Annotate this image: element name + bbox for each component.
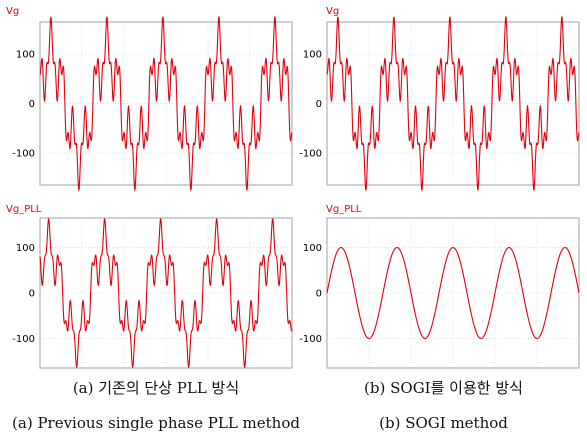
series-line bbox=[39, 15, 293, 192]
caption-a-english: (a) Previous single phase PLL method bbox=[12, 414, 300, 432]
series-line bbox=[326, 15, 580, 192]
chart-a-bottom-svg: Vg_PLL 100 0 -100 bbox=[6, 204, 293, 369]
chart-a-top: Vg 100 0 -100 bbox=[0, 0, 300, 195]
caption-b-english: (b) SOGI method bbox=[379, 414, 508, 432]
chart-b-top: Vg 100 0 -100 bbox=[290, 0, 587, 195]
chart-b-top-svg: Vg 100 0 -100 bbox=[299, 6, 580, 192]
y-tick-label: 100 bbox=[303, 243, 322, 254]
y-tick-label: -100 bbox=[299, 148, 322, 159]
series-line bbox=[39, 217, 293, 369]
caption-a-korean: (a) 기존의 단상 PLL 방식 bbox=[72, 379, 240, 397]
y-tick-label: -100 bbox=[12, 334, 35, 345]
series-name: Vg_PLL bbox=[326, 204, 362, 215]
chart-a-top-svg: Vg 100 0 -100 bbox=[6, 6, 293, 192]
y-tick-label: 0 bbox=[29, 99, 35, 110]
series-line bbox=[326, 247, 580, 339]
y-tick-label: 100 bbox=[303, 50, 322, 61]
chart-a-bottom: Vg_PLL 100 0 -100 bbox=[0, 198, 300, 373]
series-name: Vg_PLL bbox=[6, 204, 42, 215]
y-tick-label: -100 bbox=[299, 334, 322, 345]
y-tick-label: 100 bbox=[16, 50, 35, 61]
series-name: Vg bbox=[326, 6, 339, 17]
y-tick-label: 0 bbox=[316, 99, 322, 110]
y-tick-label: 100 bbox=[16, 243, 35, 254]
series-name: Vg bbox=[6, 6, 19, 17]
y-tick-label: 0 bbox=[29, 289, 35, 300]
chart-b-bottom: Vg_PLL 100 0 -100 bbox=[290, 198, 587, 373]
y-tick-label: -100 bbox=[12, 148, 35, 159]
caption-b-korean: (b) SOGI를 이용한 방식 bbox=[364, 379, 523, 397]
chart-b-bottom-svg: Vg_PLL 100 0 -100 bbox=[299, 204, 580, 369]
y-tick-label: 0 bbox=[316, 289, 322, 300]
